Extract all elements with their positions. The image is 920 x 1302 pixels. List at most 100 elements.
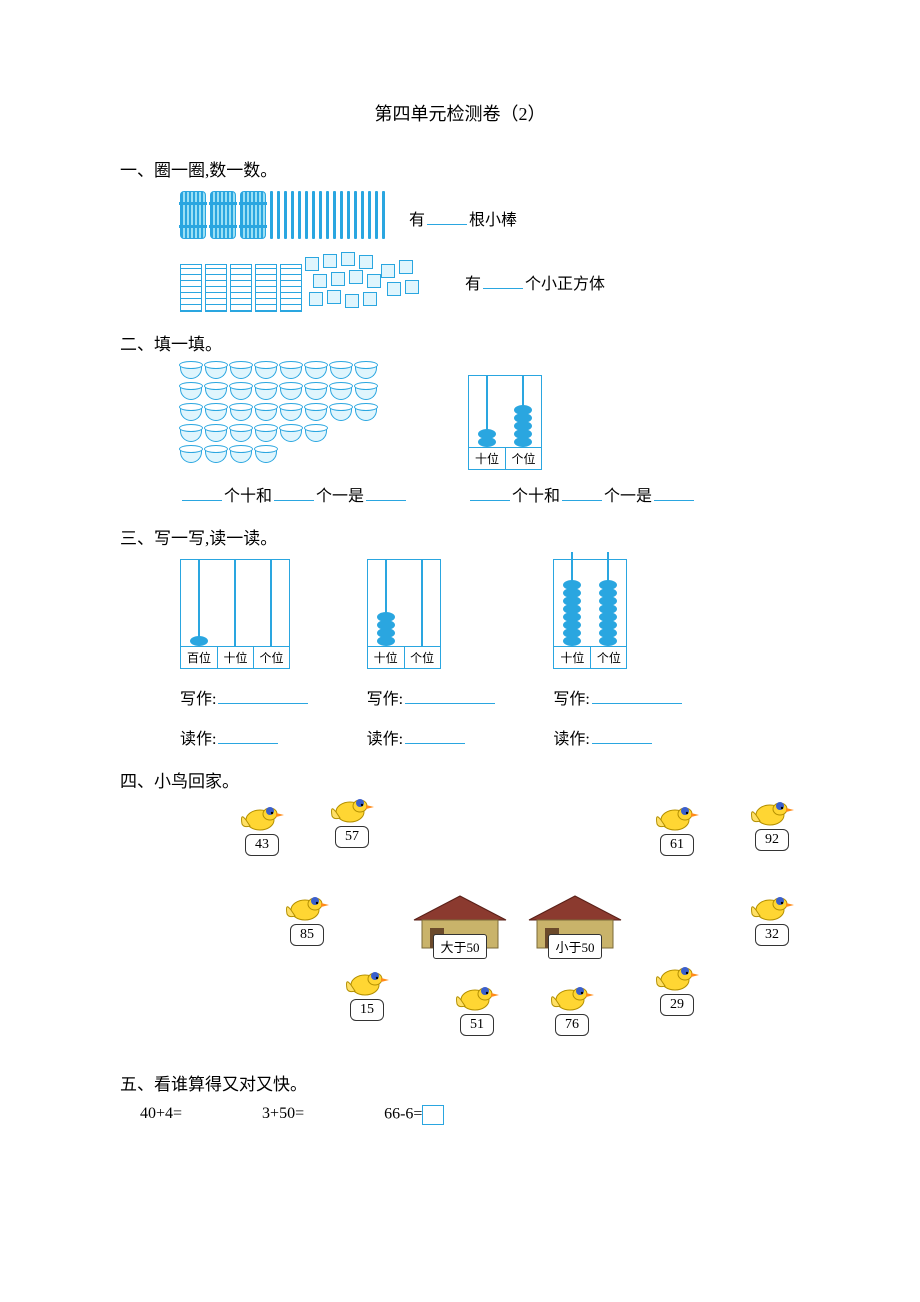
bird-item[interactable]: 43: [240, 802, 284, 856]
q3-read-blank[interactable]: [218, 726, 278, 744]
bowl-icon: [180, 449, 202, 463]
bird-number-tag: 43: [245, 834, 279, 856]
q1-line1-prefix: 有: [409, 212, 425, 229]
bird-number-tag: 51: [460, 1014, 494, 1036]
abacus-rod-label: 十位: [554, 646, 590, 668]
bird-number-tag: 61: [660, 834, 694, 856]
q3-read-blank[interactable]: [405, 726, 465, 744]
q4-heading: 四、小鸟回家。: [120, 767, 800, 792]
bird-item[interactable]: 76: [550, 982, 594, 1036]
bird-item[interactable]: 85: [285, 892, 329, 946]
abacus-bead-icon: [478, 437, 496, 447]
bowl-icon: [330, 365, 352, 379]
bowl-icon: [230, 449, 252, 463]
bird-item[interactable]: 92: [750, 797, 794, 851]
bowl-row: [180, 386, 380, 404]
abacus-rod-label: 十位: [469, 447, 505, 469]
stick-icon: [354, 191, 357, 239]
stick-icon: [375, 191, 378, 239]
q5-heading: 五、看谁算得又对又快。: [120, 1070, 800, 1095]
worksheet-page: 第四单元检测卷（2） 一、圈一圈,数一数。 有根小棒 有个小正方体 二、填一填。…: [0, 0, 920, 1165]
q3-heading: 三、写一写,读一读。: [120, 524, 800, 549]
bowl-icon: [205, 386, 227, 400]
bowl-icon: [280, 386, 302, 400]
q1-blank-2[interactable]: [483, 271, 523, 289]
bird-item[interactable]: 32: [750, 892, 794, 946]
q2-blank-a3[interactable]: [366, 483, 406, 501]
bird-item[interactable]: 57: [330, 794, 374, 848]
bowl-icon: [180, 365, 202, 379]
bowl-icon: [255, 386, 277, 400]
cube-icon: [305, 257, 319, 271]
cube-icon: [323, 254, 337, 268]
q2-left: 个十和个一是: [180, 365, 408, 506]
cube-icon: [363, 292, 377, 306]
stick-icon: [277, 191, 280, 239]
stick-icon: [382, 191, 385, 239]
q2-blank-a2[interactable]: [274, 483, 314, 501]
abacus-rod: 十位: [469, 376, 505, 469]
write-label: 写作:: [367, 691, 403, 708]
q3-write-line: 写作:: [180, 685, 367, 709]
house-item: 大于50: [410, 892, 510, 959]
abacus-rod: 十位: [368, 560, 404, 668]
bowl-icon: [355, 407, 377, 421]
stick-icon: [298, 191, 301, 239]
abacus-icon: 百位十位个位: [180, 559, 290, 669]
write-label: 写作:: [553, 691, 589, 708]
bird-icon: [455, 982, 499, 1014]
q1-cubes-graphic: [180, 252, 445, 312]
abacus-rod-label: 个位: [590, 646, 626, 668]
bird-item[interactable]: 61: [655, 802, 699, 856]
cube-icon: [399, 260, 413, 274]
bowl-icon: [180, 407, 202, 421]
q3-read-blank[interactable]: [592, 726, 652, 744]
q3-write-blank[interactable]: [592, 686, 682, 704]
q3-write-blank[interactable]: [405, 686, 495, 704]
stick-icon: [284, 191, 287, 239]
q1-row-cubes: 有个小正方体: [180, 252, 800, 312]
arithmetic-problem: 40+4=: [140, 1105, 182, 1125]
q2-blank-b3[interactable]: [654, 483, 694, 501]
abacus-rod-label: 百位: [181, 646, 217, 668]
bowl-icon: [230, 365, 252, 379]
cube-icon: [341, 252, 355, 266]
q2-body: 个十和个一是 十位个位 个十和个一是: [180, 365, 800, 506]
bowl-row: [180, 449, 380, 467]
bird-number-tag: 29: [660, 994, 694, 1016]
abacus-bead-icon: [599, 636, 617, 646]
answer-box[interactable]: [422, 1105, 444, 1125]
bird-item[interactable]: 15: [345, 967, 389, 1021]
abacus-rod: 百位: [181, 560, 217, 668]
bird-icon: [655, 802, 699, 834]
abacus-rod-label: 个位: [253, 646, 289, 668]
q1-heading: 一、圈一圈,数一数。: [120, 156, 800, 181]
q3-write-blank[interactable]: [218, 686, 308, 704]
expression: 3+50=: [262, 1105, 304, 1122]
bowl-row: [180, 365, 380, 383]
q3-column: 百位十位个位写作:读作:: [180, 559, 367, 749]
abacus-rod: 十位: [554, 560, 590, 668]
cube-icon: [405, 280, 419, 294]
q2-left-fill: 个十和个一是: [180, 482, 408, 506]
bowl-icon: [280, 428, 302, 442]
cube-ten-block-icon: [255, 264, 277, 312]
abacus-bead-icon: [514, 437, 532, 447]
q2-blank-a1[interactable]: [182, 483, 222, 501]
bird-item[interactable]: 29: [655, 962, 699, 1016]
q2-blank-b2[interactable]: [562, 483, 602, 501]
cube-ten-block-icon: [280, 264, 302, 312]
arithmetic-problem: 3+50=: [262, 1105, 304, 1125]
bowl-icon: [305, 428, 327, 442]
cube-icon: [381, 264, 395, 278]
abacus-bead-icon: [190, 636, 208, 646]
bowl-icon: [205, 407, 227, 421]
q4-body: 大于50小于5043576192853215517629: [180, 802, 820, 1052]
cube-icon: [387, 282, 401, 296]
abacus-rod-label: 十位: [217, 646, 253, 668]
q3-body: 百位十位个位写作:读作:十位个位写作:读作:十位个位写作:读作:: [180, 559, 740, 749]
bird-item[interactable]: 51: [455, 982, 499, 1036]
q2-blank-b1[interactable]: [470, 483, 510, 501]
q1-blank-1[interactable]: [427, 207, 467, 225]
bowl-icon: [255, 449, 277, 463]
